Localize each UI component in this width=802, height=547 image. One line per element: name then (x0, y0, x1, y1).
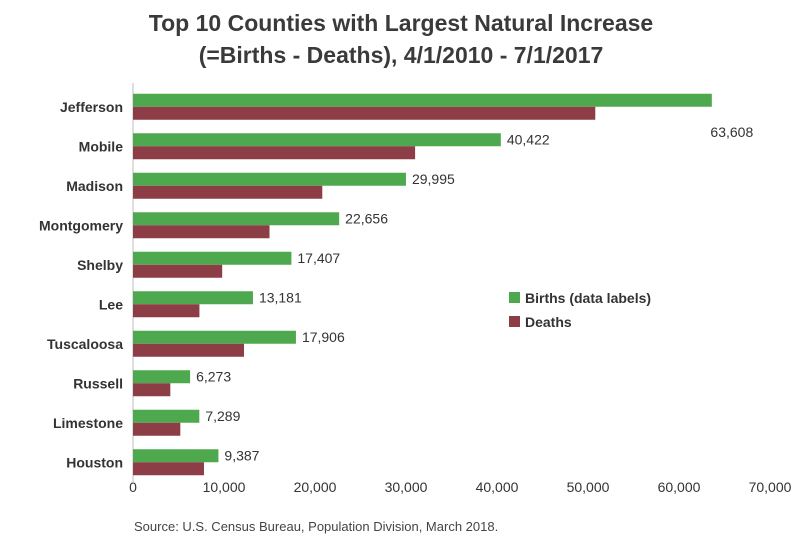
births-bar (133, 212, 340, 226)
legend-swatch (509, 316, 520, 327)
births-data-label: 9,387 (224, 447, 259, 463)
births-bar (133, 291, 253, 305)
deaths-bar (133, 264, 223, 278)
deaths-bar (133, 304, 200, 318)
category-label: Tuscaloosa (47, 336, 123, 352)
chart-title-line1: Top 10 Counties with Largest Natural Inc… (148, 10, 654, 36)
chart-title-line2: (=Births - Deaths), 4/1/2010 - 7/1/2017 (198, 42, 604, 68)
legend-swatch (509, 292, 520, 303)
source-note: Source: U.S. Census Bureau, Population D… (134, 519, 499, 534)
deaths-bar (133, 422, 181, 436)
category-label: Jefferson (60, 99, 123, 115)
births-data-label: 63,608 (710, 124, 753, 140)
deaths-bar (133, 462, 204, 476)
births-bar (133, 251, 292, 265)
category-label: Shelby (77, 257, 123, 273)
x-tick-label: 50,000 (567, 479, 610, 495)
legend-label: Births (data labels) (525, 290, 651, 306)
births-bar (133, 330, 296, 344)
births-data-label: 40,422 (507, 131, 550, 147)
x-tick-label: 10,000 (203, 479, 246, 495)
category-label: Mobile (79, 138, 124, 154)
legend-label: Deaths (525, 314, 572, 330)
x-tick-label: 0 (129, 479, 137, 495)
births-data-label: 13,181 (259, 289, 302, 305)
births-data-label: 6,273 (196, 368, 231, 384)
x-tick-label: 30,000 (385, 479, 428, 495)
deaths-bar (133, 225, 270, 239)
deaths-bar (133, 106, 596, 120)
births-bar (133, 93, 712, 107)
x-tick-label: 60,000 (658, 479, 701, 495)
category-label: Russell (73, 375, 123, 391)
category-label: Limestone (53, 415, 123, 431)
births-bar (133, 409, 200, 423)
births-bar (133, 133, 501, 147)
category-label: Madison (66, 178, 123, 194)
births-data-label: 17,407 (297, 250, 340, 266)
deaths-bar (133, 185, 323, 199)
category-label: Houston (66, 454, 123, 470)
deaths-bar (133, 146, 416, 160)
births-data-label: 29,995 (412, 171, 455, 187)
deaths-bar (133, 343, 245, 357)
births-data-label: 7,289 (205, 408, 240, 424)
category-label: Lee (99, 296, 123, 312)
x-tick-label: 40,000 (476, 479, 519, 495)
deaths-bar (133, 383, 171, 397)
births-bar (133, 172, 406, 186)
category-label: Montgomery (39, 217, 123, 233)
births-data-label: 22,656 (345, 210, 388, 226)
births-bar (133, 449, 219, 463)
x-tick-label: 20,000 (294, 479, 337, 495)
x-tick-label: 70,000 (749, 479, 792, 495)
births-data-label: 17,906 (302, 329, 345, 345)
births-bar (133, 370, 191, 384)
